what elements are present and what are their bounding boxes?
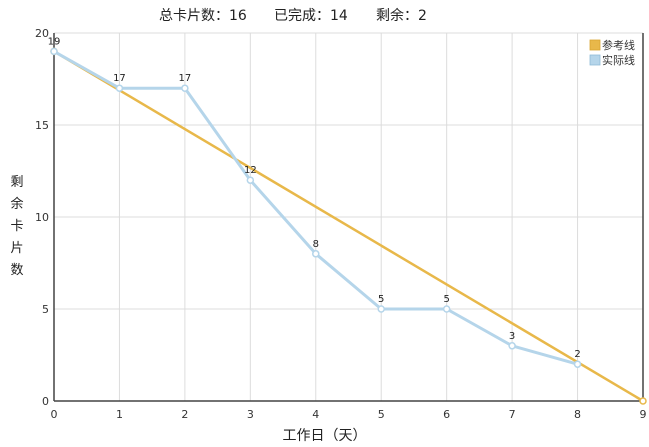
- axes: [53, 33, 644, 402]
- x-tick-label: 3: [247, 408, 254, 421]
- grid-lines: [54, 32, 644, 401]
- y-axis-title-char: 剩: [10, 175, 24, 190]
- actual-data-label: 5: [378, 294, 384, 305]
- legend-label: 参考线: [602, 38, 635, 52]
- x-axis-title: 工作日（天）: [282, 428, 367, 444]
- actual-data-label: 2: [574, 349, 580, 360]
- actual-data-label: 8: [313, 239, 319, 250]
- actual-point: [377, 305, 385, 313]
- x-tick-label: 6: [443, 408, 450, 421]
- x-tick-label: 0: [51, 408, 58, 421]
- actual-point: [508, 342, 516, 350]
- y-tick-label: 5: [42, 303, 49, 316]
- y-tick-label: 20: [35, 27, 49, 40]
- actual-data-label: 19: [48, 36, 61, 47]
- y-tick-label: 10: [35, 211, 49, 224]
- y-tick-label: 0: [42, 395, 49, 408]
- actual-data-label: 3: [509, 331, 515, 342]
- y-axis-title-char: 余: [10, 197, 24, 212]
- legend-swatch: [589, 39, 601, 51]
- y-axis-title-char: 数: [10, 263, 24, 278]
- x-tick-label: 1: [116, 408, 123, 421]
- legend-swatch: [589, 54, 601, 66]
- actual-data-label: 12: [244, 165, 257, 176]
- reference-line: [52, 50, 645, 403]
- y-axis-title-char: 片: [10, 241, 24, 256]
- x-tick-label: 8: [574, 408, 581, 421]
- data-labels: 19 17 17 12 8 5 5 3 2: [48, 36, 581, 360]
- actual-point: [442, 305, 451, 313]
- x-tick-label: 7: [509, 408, 516, 421]
- x-tick-label: 5: [378, 408, 385, 421]
- total-cards-text: 总卡片数：16: [159, 8, 247, 24]
- y-tick-label: 15: [35, 119, 49, 132]
- actual-data-label: 17: [113, 73, 126, 84]
- x-tick-label: 9: [640, 408, 647, 421]
- actual-data-label: 5: [443, 294, 449, 305]
- actual-point: [115, 84, 124, 92]
- actual-point: [50, 47, 58, 56]
- actual-data-label: 17: [179, 73, 192, 84]
- y-axis-title: 剩 余 卡 片 数: [6, 172, 28, 282]
- remaining-cards-text: 剩余：2: [376, 8, 427, 24]
- y-axis-title-char: 卡: [10, 219, 24, 234]
- actual-point: [312, 250, 320, 258]
- legend-label: 实际线: [602, 53, 635, 67]
- x-tick-label: 2: [181, 408, 188, 421]
- series-layer: [50, 47, 647, 405]
- actual-point: [573, 360, 582, 368]
- reference-point: [639, 397, 647, 405]
- summary-bar: 总卡片数：16 已完成：14 剩余：2: [0, 5, 649, 25]
- completed-cards-text: 已完成：14: [274, 8, 348, 24]
- actual-point: [181, 84, 189, 92]
- actual-point: [246, 176, 255, 184]
- x-tick-label: 4: [312, 408, 319, 421]
